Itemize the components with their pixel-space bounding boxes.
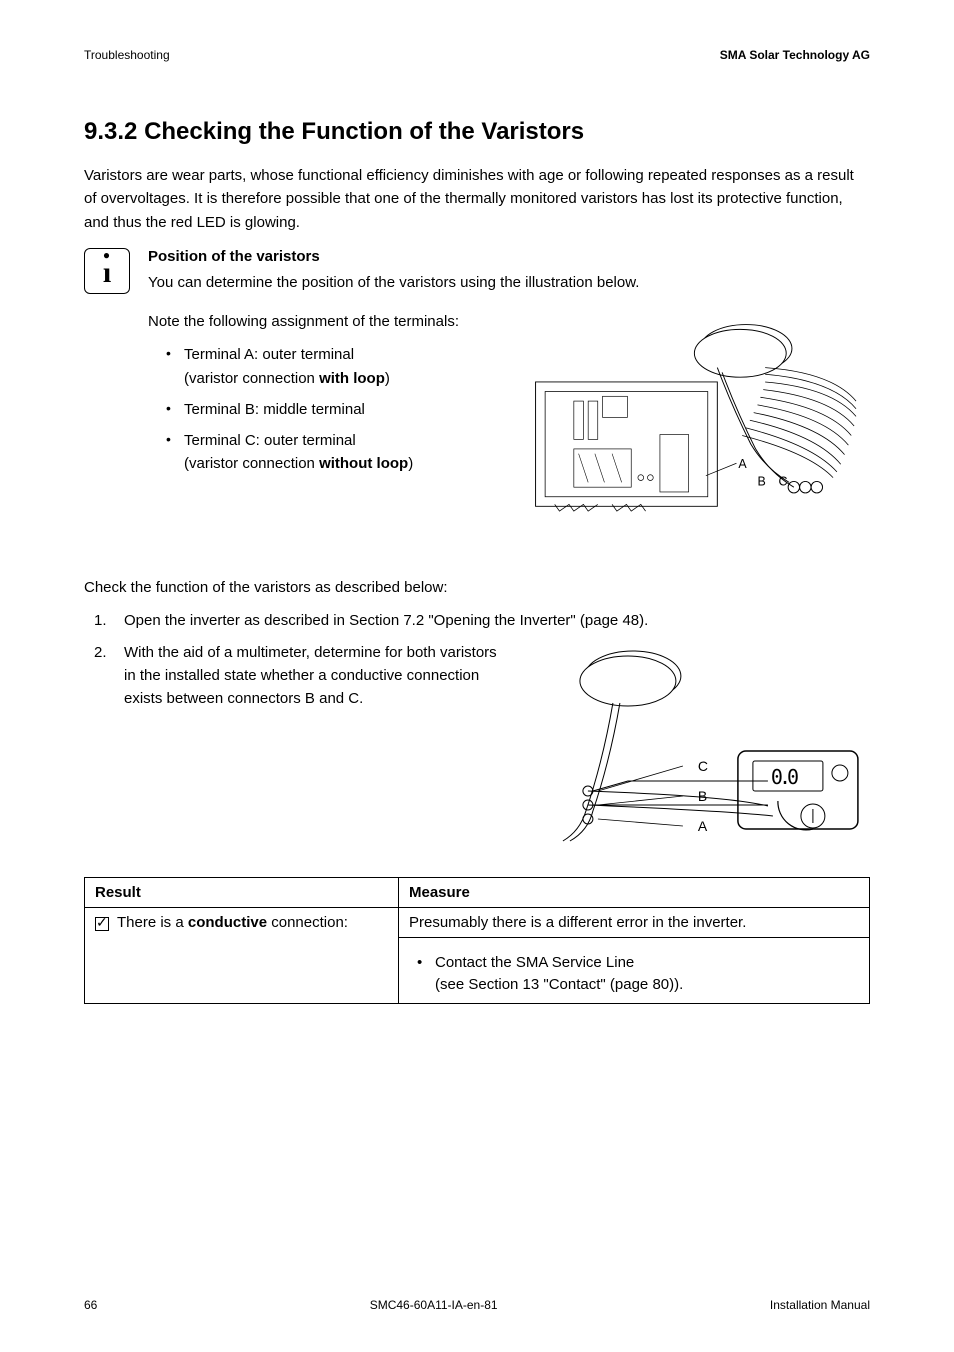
terminal-text: Note the following assignment of the ter… <box>148 310 510 484</box>
label-c2: C <box>698 758 708 774</box>
label-c: C <box>778 474 787 488</box>
step-1: Open the inverter as described in Sectio… <box>112 609 870 632</box>
header-measure: Measure <box>399 877 870 907</box>
steps-list: Open the inverter as described in Sectio… <box>84 609 870 860</box>
footer-page: 66 <box>84 1298 97 1312</box>
info-icon: ●ı <box>84 248 130 294</box>
label-a2: A <box>698 818 708 834</box>
intro-paragraph: Varistors are wear parts, whose function… <box>84 164 870 234</box>
label-b: B <box>757 474 765 488</box>
result-text: There is a conductive connection: <box>117 914 348 931</box>
page-header: Troubleshooting SMA Solar Technology AG <box>84 48 870 62</box>
terminal-diagram: A B C <box>526 310 870 540</box>
label-a: A <box>738 457 747 471</box>
terminal-list: Terminal A: outer terminal (varistor con… <box>148 343 510 475</box>
section-title: 9.3.2 Checking the Function of the Varis… <box>84 118 870 146</box>
footer-type: Installation Manual <box>770 1298 870 1312</box>
step-2-text: With the aid of a multimeter, determine … <box>124 641 502 711</box>
info-title: Position of the varistors <box>148 248 870 265</box>
info-block: ●ı Position of the varistors You can det… <box>84 248 870 304</box>
checkbox-icon <box>95 917 109 931</box>
header-left: Troubleshooting <box>84 48 170 62</box>
terminal-item-c: Terminal C: outer terminal (varistor con… <box>184 429 510 476</box>
step-2-diagram: C B A 0.0 <box>526 641 870 861</box>
footer-code: SMC46-60A11-IA-en-81 <box>370 1298 498 1312</box>
measure-bullet: Contact the SMA Service Line (see Sectio… <box>435 952 859 997</box>
step-2: With the aid of a multimeter, determine … <box>112 641 870 861</box>
check-intro: Check the function of the varistors as d… <box>84 576 870 599</box>
table-header-row: Result Measure <box>85 877 870 907</box>
info-text: You can determine the position of the va… <box>148 271 870 294</box>
meter-display: 0.0 <box>771 765 798 789</box>
table-row: There is a conductive connection: Presum… <box>85 907 870 937</box>
header-result: Result <box>85 877 399 907</box>
result-table: Result Measure There is a conductive con… <box>84 877 870 1004</box>
terminal-item-b: Terminal B: middle terminal <box>184 398 510 421</box>
terminal-item-a: Terminal A: outer terminal (varistor con… <box>184 343 510 390</box>
result-cell: There is a conductive connection: <box>85 907 399 1003</box>
terminal-intro: Note the following assignment of the ter… <box>148 310 510 333</box>
terminal-section: Note the following assignment of the ter… <box>148 310 870 540</box>
measure-cell-bullet: Contact the SMA Service Line (see Sectio… <box>399 937 870 1003</box>
info-content: Position of the varistors You can determ… <box>148 248 870 304</box>
section-number: 9.3.2 <box>84 118 137 145</box>
page-footer: 66 SMC46-60A11-IA-en-81 Installation Man… <box>84 1298 870 1312</box>
label-b2: B <box>698 788 707 804</box>
header-right: SMA Solar Technology AG <box>720 48 870 62</box>
section-title-text: Checking the Function of the Varistors <box>144 118 584 145</box>
measure-cell-text: Presumably there is a different error in… <box>399 907 870 937</box>
